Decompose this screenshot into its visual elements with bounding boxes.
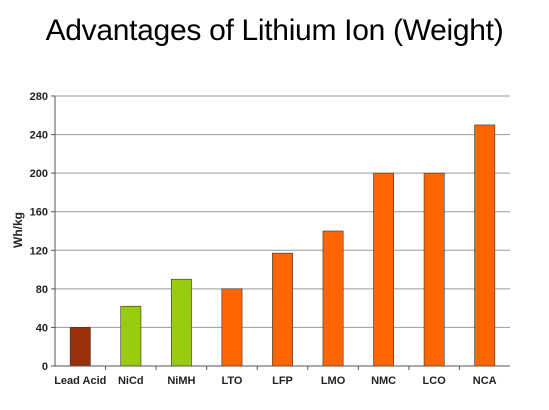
y-tick-label: 80	[36, 284, 48, 296]
y-tick-label: 160	[30, 207, 48, 219]
bar-lco	[423, 172, 445, 367]
axes	[54, 96, 510, 367]
bar-nmc	[373, 172, 395, 367]
x-tick-label: LTO	[221, 375, 242, 387]
y-tick-label: 280	[30, 91, 48, 103]
x-tick-label: NCA	[473, 375, 497, 387]
x-tick-labels: Lead Acid NiCd NiMH LTO LFP LMO NMC LCO NCA	[54, 366, 497, 387]
y-tick-label: 0	[42, 361, 48, 373]
bar-nca	[474, 124, 496, 367]
y-tick-label: 240	[30, 130, 48, 142]
x-tick-label: NiMH	[167, 375, 195, 387]
y-tick-label: 40	[36, 322, 48, 334]
x-tick-label: NMC	[371, 375, 396, 387]
y-axis-label: Wh/kg	[11, 212, 25, 248]
y-tick-labels: 0 40 80 120 160 200 240 280	[30, 91, 55, 373]
x-tick-label: Lead Acid	[54, 375, 106, 387]
x-tick-label: LCO	[423, 375, 447, 387]
bar-lead-acid	[69, 327, 91, 367]
bar-lto	[221, 288, 243, 367]
x-tick-label: LMO	[321, 375, 346, 387]
bar-lfp	[272, 252, 293, 367]
y-tick-label: 200	[30, 168, 48, 180]
x-tick-label: LFP	[272, 375, 293, 387]
y-tick-label: 120	[30, 245, 48, 257]
bar-lmo	[322, 230, 344, 367]
bars	[69, 124, 496, 367]
bar-nimh	[170, 278, 192, 367]
bar-nicd	[120, 305, 142, 367]
x-tick-label: NiCd	[118, 375, 144, 387]
page-title: Advantages of Lithium Ion (Weight)	[45, 14, 504, 47]
